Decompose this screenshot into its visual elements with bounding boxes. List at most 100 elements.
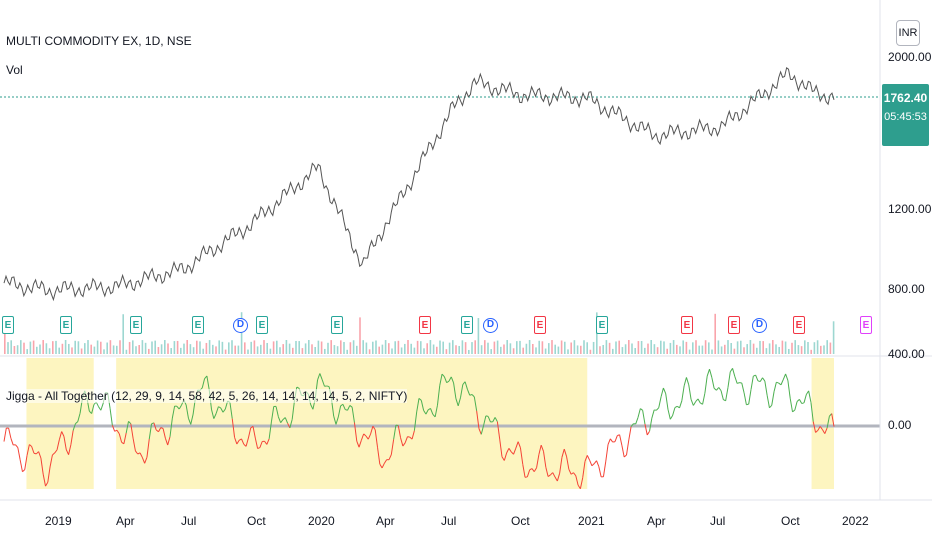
indicator-segment [264, 440, 268, 445]
volume-bar [368, 349, 371, 354]
indicator-segment [135, 450, 139, 455]
indicator-segment [33, 452, 37, 455]
volume-bar [669, 342, 672, 354]
volume-bar [679, 346, 681, 354]
indicator-segment [598, 466, 602, 478]
volume-bar [826, 340, 828, 354]
volume-bar [496, 340, 499, 354]
earnings-event-marker[interactable]: E [728, 316, 740, 334]
indicator-segment [695, 398, 699, 402]
earnings-event-marker[interactable]: E [860, 316, 872, 334]
volume-bar [688, 349, 691, 354]
earnings-event-marker[interactable]: E [60, 316, 72, 334]
volume-bar [756, 347, 758, 354]
earnings-event-marker[interactable]: E [793, 316, 805, 334]
indicator-segment [353, 422, 358, 442]
volume-bar [586, 342, 588, 354]
volume-bar [157, 347, 160, 354]
indicator-segment [8, 428, 12, 439]
indicator-segment [390, 439, 395, 455]
volume-bar [212, 344, 214, 354]
indicator-segment [231, 418, 236, 438]
volume-legend[interactable]: Vol [6, 63, 23, 77]
indicator-segment [519, 447, 524, 465]
volume-bar [516, 341, 518, 354]
currency-button[interactable]: INR [896, 20, 920, 46]
earnings-event-marker[interactable]: E [2, 316, 14, 334]
indicator-segment [222, 408, 226, 413]
earnings-event-marker[interactable]: E [461, 316, 473, 334]
indicator-segment [501, 456, 505, 461]
price-axis-label: 1200.00 [888, 202, 932, 216]
indicator-segment [688, 384, 692, 400]
volume-bar [189, 344, 192, 354]
indicator-segment [58, 431, 63, 440]
volume-bar [621, 347, 624, 354]
volume-bar [781, 340, 784, 354]
volume-bar [311, 344, 313, 354]
volume-bar [340, 340, 342, 354]
volume-bar [186, 340, 188, 354]
volume-bar [612, 348, 614, 354]
earnings-event-marker[interactable]: E [419, 316, 431, 334]
volume-bar [704, 340, 707, 354]
dividend-event-marker[interactable]: D [483, 318, 498, 333]
earnings-event-marker[interactable]: E [596, 316, 608, 334]
volume-bar [733, 348, 736, 354]
volume-bar [26, 349, 28, 354]
indicator-segment [236, 439, 240, 445]
indicator-segment [785, 373, 789, 381]
indicator-segment [26, 444, 30, 456]
time-axis-label: Oct [511, 514, 530, 528]
indicator-segment [526, 469, 531, 477]
earnings-event-marker[interactable]: E [256, 316, 268, 334]
indicator-segment [662, 387, 667, 394]
volume-bar [112, 345, 115, 354]
indicator-legend[interactable]: Jigga - All Together (12, 29, 9, 14, 58,… [6, 389, 408, 403]
volume-bar [10, 340, 12, 354]
volume-bar [544, 348, 547, 354]
indicator-segment [559, 457, 563, 474]
volume-bar [359, 317, 361, 354]
indicator-segment [65, 449, 70, 455]
earnings-event-marker[interactable]: E [681, 316, 693, 334]
volume-bar [151, 341, 153, 354]
volume-bar [381, 344, 384, 354]
indicator-segment [220, 407, 224, 413]
indicator-segment [275, 406, 279, 417]
volume-bar [637, 341, 640, 354]
dividend-event-marker[interactable]: D [752, 318, 767, 333]
indicator-segment [171, 405, 176, 419]
earnings-event-marker[interactable]: E [130, 316, 142, 334]
volume-bar [125, 349, 128, 354]
indicator-segment [443, 376, 448, 383]
volume-bar [746, 344, 748, 354]
dividend-event-marker[interactable]: D [233, 318, 248, 333]
volume-bar [740, 340, 742, 354]
earnings-event-marker[interactable]: E [534, 316, 546, 334]
indicator-segment [360, 433, 365, 441]
volume-bar [148, 348, 150, 354]
time-axis-label: Jul [441, 514, 457, 528]
earnings-event-marker[interactable]: E [331, 316, 343, 334]
indicator-segment [351, 407, 355, 423]
volume-bar [522, 347, 524, 354]
indicator-segment [496, 421, 501, 440]
volume-bar [471, 342, 473, 354]
indicator-segment [660, 387, 664, 397]
symbol-legend[interactable]: MULTI COMMODITY EX, 1D, NSE [6, 34, 192, 48]
time-axis-label: 2020 [308, 514, 335, 528]
indicator-segment [642, 410, 646, 425]
indicator-segment [75, 421, 79, 424]
indicator-segment [254, 437, 259, 449]
volume-bar [570, 342, 572, 354]
time-axis-label: Apr [116, 514, 135, 528]
indicator-segment [473, 396, 478, 411]
indicator-axis-label: 0.00 [888, 418, 912, 432]
indicator-segment [10, 438, 14, 446]
indicator-segment [476, 410, 480, 429]
earnings-event-marker[interactable]: E [192, 316, 204, 334]
volume-bar [490, 349, 492, 354]
indicator-segment [337, 405, 342, 418]
